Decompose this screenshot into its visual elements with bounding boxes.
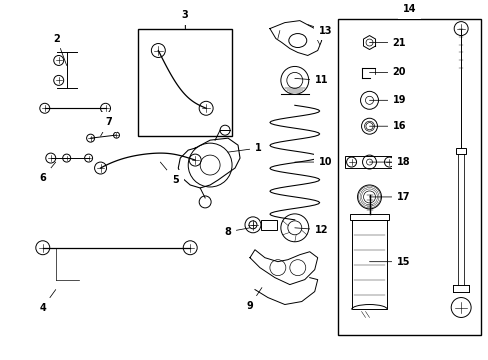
Text: 4: 4 [40,289,56,312]
Text: 9: 9 [246,288,262,311]
Bar [138,28,232,136]
Text: 19: 19 [369,95,406,105]
Text: 5: 5 [160,162,178,185]
Text: 21: 21 [369,37,406,48]
Text: 13: 13 [307,24,332,36]
Text: 2: 2 [53,33,66,66]
Text: 1: 1 [227,143,261,153]
Text: 3: 3 [182,10,188,20]
Text: 17: 17 [369,192,409,202]
Text: 10: 10 [294,157,332,167]
Text: 16: 16 [369,121,406,131]
Bar [261,220,276,230]
Bar [349,214,388,220]
Text: 15: 15 [369,257,409,267]
Text: 14: 14 [402,4,415,15]
Text: 8: 8 [224,227,249,237]
Text: 6: 6 [40,162,56,183]
Text: 11: 11 [294,75,328,85]
Bar [337,19,480,336]
Text: 18: 18 [369,157,409,167]
Text: 12: 12 [294,225,328,235]
Text: 7: 7 [101,117,112,136]
Bar [344,156,396,168]
Text: 3: 3 [182,10,188,28]
Bar [351,220,386,310]
Bar [455,148,465,154]
Text: 20: 20 [369,67,406,77]
